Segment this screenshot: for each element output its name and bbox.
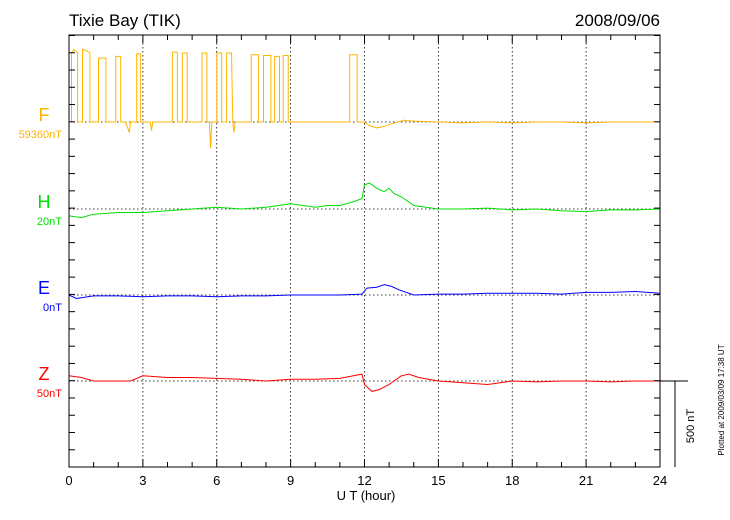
baseline-value-E: 0nT (43, 302, 62, 314)
series-labels: F 59360nT H 20nT E 0nT Z 50nT (19, 105, 63, 400)
series-name-H: H (38, 192, 51, 212)
baseline-value-F: 59360nT (19, 129, 63, 141)
x-tick-label: 6 (213, 473, 220, 488)
x-tick-label: 9 (287, 473, 294, 488)
series-lines (68, 48, 661, 392)
x-tick-label: 24 (653, 473, 667, 488)
x-tick-label: 0 (65, 473, 72, 488)
axes: 0 3 6 9 12 15 18 21 24 (65, 35, 667, 488)
x-tick-label: 18 (505, 473, 519, 488)
scale-bar-label: 500 nT (685, 409, 697, 444)
series-name-Z: Z (39, 364, 50, 384)
baseline-value-Z: 50nT (37, 388, 62, 400)
x-tick-label: 12 (357, 473, 371, 488)
series-line-F (69, 48, 660, 148)
series-line-E (68, 284, 661, 300)
chart-date: 2008/09/06 (575, 11, 660, 30)
baseline-value-H: 20nT (37, 216, 62, 228)
x-axis-label: U T (hour) (337, 488, 396, 503)
series-name-F: F (39, 105, 50, 125)
grid (69, 35, 660, 467)
series-name-E: E (38, 278, 50, 298)
x-tick-label: 3 (139, 473, 146, 488)
series-line-Z (68, 373, 660, 392)
x-tick-label: 21 (579, 473, 593, 488)
chart-title: Tixie Bay (TIK) (69, 11, 181, 30)
series-line-H (68, 182, 661, 219)
x-tick-label: 15 (431, 473, 445, 488)
plotted-at-note: Plotted at 2009/03/09 17:38 UT (717, 344, 726, 455)
